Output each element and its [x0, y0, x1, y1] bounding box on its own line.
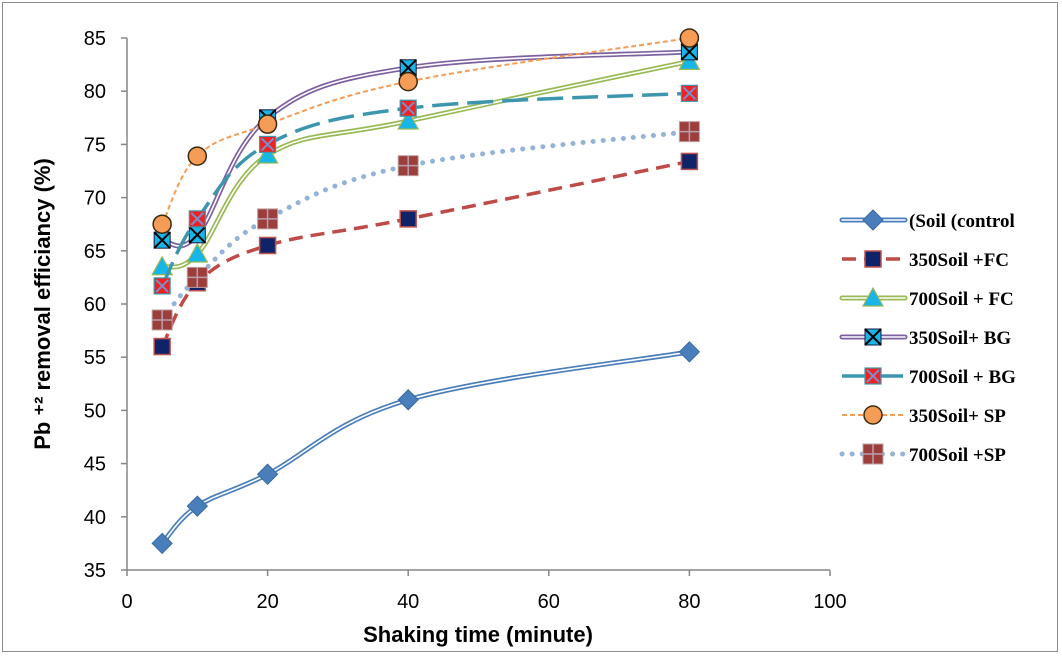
series-line-4-stroke: [160, 91, 690, 287]
series-line-0: [159, 349, 692, 546]
data-point-4-3: [399, 99, 417, 117]
y-tick-label: 60: [84, 294, 106, 316]
data-point-0-3: [397, 389, 419, 411]
series-line-0-outer: [159, 349, 692, 546]
series-line-6: [159, 129, 692, 323]
series-5: [152, 28, 700, 234]
y-tick-label: 65: [84, 241, 106, 263]
y-tick-label: 75: [84, 134, 106, 156]
legend-swatch-marker-0: [862, 209, 884, 231]
data-point-3-0: [153, 231, 171, 249]
series-line-4: [160, 91, 690, 287]
legend-entry-0: (Soil (control: [839, 209, 1015, 232]
legend-swatch-marker-3: [864, 328, 882, 346]
y-tick-labels: 35 40 45 50 55 60 65 70 75 80 85: [84, 28, 127, 582]
x-tick-label: 0: [121, 591, 132, 613]
series-4: [153, 84, 699, 295]
series-1: [153, 152, 699, 356]
x-tick-label: 80: [678, 591, 700, 613]
y-tick-label: 85: [84, 28, 106, 50]
data-point-5-0: [152, 214, 172, 234]
y-tick-label: 70: [84, 188, 106, 210]
legend-swatch-marker-5: [863, 405, 883, 425]
data-point-4-4: [680, 84, 699, 102]
series-0: [151, 341, 701, 555]
x-tick-label: 60: [538, 591, 560, 613]
data-point-4-2: [259, 135, 277, 153]
data-point-5-4: [679, 28, 700, 48]
x-tick-label: 100: [813, 591, 846, 613]
data-point-6-2: [257, 208, 279, 230]
data-point-3-3: [399, 59, 417, 77]
y-tick-label: 80: [84, 81, 106, 103]
legend-label-5: 350Soil+ SP: [909, 406, 1006, 427]
series-line-1-stroke: [160, 159, 690, 348]
x-tick-label: 40: [397, 591, 419, 613]
legend-label-3: 350Soil+ BG: [909, 328, 1011, 349]
series-line-0-inner: [161, 351, 691, 545]
y-tick-label: 55: [84, 347, 106, 369]
data-point-2-1: [186, 242, 209, 263]
legend-entry-4: 700Soil + BG: [842, 367, 1016, 388]
data-point-3-1: [188, 226, 207, 244]
data-point-0-0: [151, 532, 173, 555]
series-line-1: [160, 159, 690, 348]
y-tick-label: 40: [84, 507, 106, 529]
data-point-1-4: [680, 152, 699, 171]
data-point-4-1: [188, 210, 206, 228]
x-tick-label: 20: [256, 591, 278, 613]
data-point-6-3: [397, 155, 419, 177]
plot-area: [151, 28, 701, 555]
data-point-5-1: [187, 146, 208, 166]
legend-entry-1: 350Soil +FC: [842, 250, 1009, 271]
data-point-2-0: [151, 255, 174, 276]
series-6: [151, 121, 700, 331]
data-point-1-0: [153, 337, 171, 356]
y-axis-title: Pb ⁺² removal efficiancy (%): [30, 158, 55, 450]
data-point-1-3: [399, 210, 417, 228]
legend-entry-6: 700Soil +SP: [839, 443, 1006, 466]
data-point-6-1: [186, 266, 208, 288]
series-line-5: [161, 37, 690, 225]
legend-entry-5: 350Soil+ SP: [842, 405, 1006, 427]
data-point-5-2: [257, 114, 278, 134]
y-tick-label: 35: [84, 560, 106, 582]
legend-swatch-marker-6: [862, 443, 884, 465]
data-point-2-3: [397, 109, 420, 130]
data-point-2-4: [678, 50, 701, 71]
legend-label-4: 700Soil + BG: [909, 367, 1016, 388]
legend-swatch-marker-2: [861, 286, 885, 307]
series-2: [151, 50, 701, 276]
legend-entry-2: 700Soil + FC: [839, 286, 1014, 310]
data-point-0-1: [186, 495, 209, 517]
series-line-6-stroke: [159, 129, 692, 323]
data-point-4-0: [153, 277, 171, 295]
series-line-5-stroke: [161, 37, 690, 225]
legend-swatch-marker-4: [864, 367, 882, 385]
y-tick-label: 50: [84, 400, 106, 422]
data-point-2-2: [256, 143, 279, 164]
data-point-6-4: [678, 121, 700, 143]
data-point-6-0: [151, 309, 173, 331]
legend-label-1: 350Soil +FC: [909, 250, 1009, 271]
legend-swatch-marker-1: [864, 250, 882, 268]
legend-label-6: 700Soil +SP: [909, 445, 1006, 466]
legend-label-0: (Soil (control: [909, 211, 1015, 232]
data-point-0-2: [256, 463, 279, 485]
legend-label-2: 700Soil + FC: [909, 289, 1014, 310]
legend-entry-3: 350Soil+ BG: [839, 328, 1011, 349]
data-point-1-2: [258, 236, 277, 255]
x-axis-title: Shaking time (minute): [363, 622, 593, 647]
y-tick-label: 45: [84, 454, 106, 476]
data-point-0-4: [678, 341, 701, 363]
data-point-5-3: [398, 71, 418, 92]
legend: (Soil (control 350Soil +FC 700Soil + FC 350…: [839, 209, 1016, 466]
x-tick-labels: 0 20 40 60 80 100: [121, 570, 847, 613]
